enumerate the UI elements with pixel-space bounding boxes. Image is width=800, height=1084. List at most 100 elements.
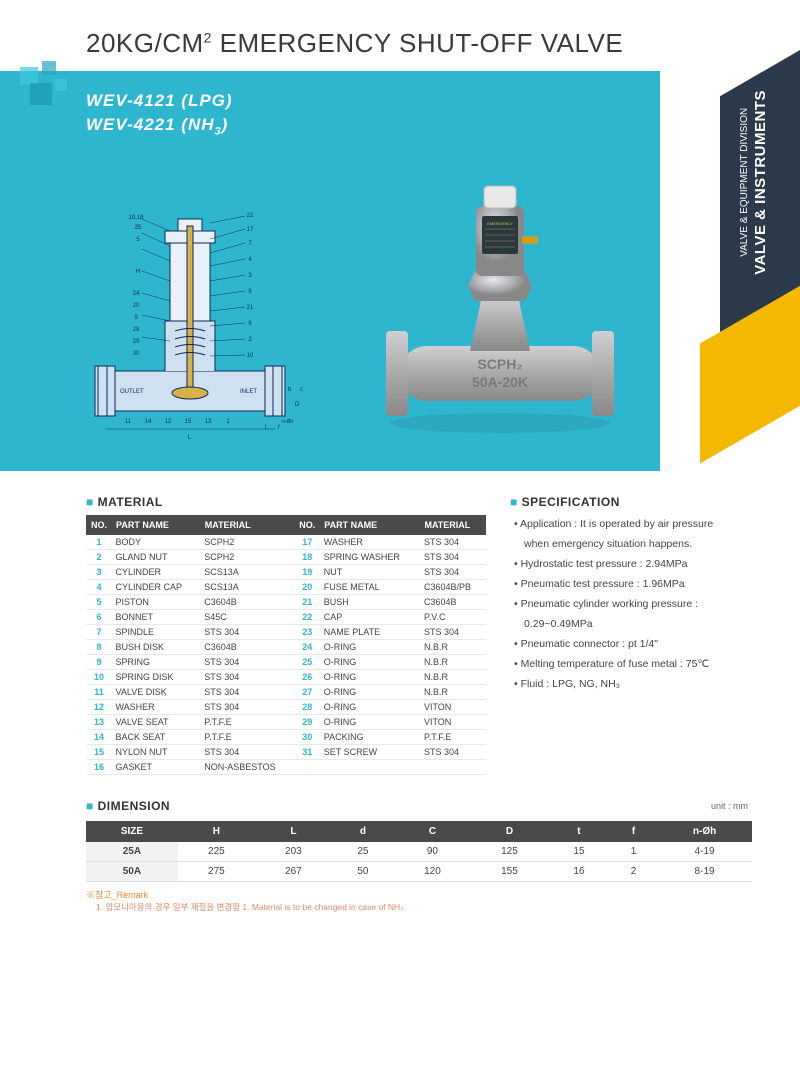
material-mat: C3604B bbox=[420, 595, 486, 610]
material-no: 14 bbox=[87, 730, 112, 745]
spec-item: when emergency situation happens. bbox=[514, 535, 752, 555]
spec-item: Application : It is operated by air pres… bbox=[514, 515, 752, 535]
material-mat: C3604B bbox=[200, 640, 294, 655]
material-mat: NON-ASBESTOS bbox=[200, 760, 294, 775]
material-no: 1 bbox=[87, 535, 112, 550]
svg-text:15: 15 bbox=[185, 419, 192, 425]
svg-text:5: 5 bbox=[136, 237, 140, 243]
material-no: 9 bbox=[87, 655, 112, 670]
material-heading: MATERIAL bbox=[86, 495, 486, 509]
svg-text:n-Øh: n-Øh bbox=[282, 419, 293, 425]
page-title: 20KG/CM2 EMERGENCY SHUT-OFF VALVE bbox=[0, 0, 800, 59]
material-mat: N.B.R bbox=[420, 655, 486, 670]
material-part: SPRING DISK bbox=[112, 670, 201, 685]
dim-cell: 50 bbox=[332, 862, 394, 882]
dim-cell: 267 bbox=[255, 862, 332, 882]
material-mat: N.B.R bbox=[420, 670, 486, 685]
material-mat: VITON bbox=[420, 700, 486, 715]
svg-text:1: 1 bbox=[226, 419, 230, 425]
svg-text:24: 24 bbox=[133, 291, 140, 297]
decorative-squares bbox=[20, 61, 70, 111]
svg-text:b: b bbox=[288, 387, 292, 393]
svg-text:22: 22 bbox=[247, 213, 254, 219]
material-no: 7 bbox=[87, 625, 112, 640]
material-no: 10 bbox=[87, 670, 112, 685]
dim-cell: 25A bbox=[86, 842, 178, 862]
dim-cell: 16 bbox=[548, 862, 610, 882]
material-mat: STS 304 bbox=[200, 655, 294, 670]
title-suffix: EMERGENCY SHUT-OFF VALVE bbox=[212, 28, 623, 58]
dim-cell: 50A bbox=[86, 862, 178, 882]
dim-cell: 4-19 bbox=[657, 842, 752, 862]
material-part: GLAND NUT bbox=[112, 550, 201, 565]
material-part: SET SCREW bbox=[320, 745, 420, 760]
svg-text:4: 4 bbox=[248, 257, 252, 263]
svg-text:H: H bbox=[136, 269, 140, 275]
material-part: CYLINDER CAP bbox=[112, 580, 201, 595]
material-part: BUSH DISK bbox=[112, 640, 201, 655]
material-part: O-RING bbox=[320, 670, 420, 685]
material-no: 3 bbox=[87, 565, 112, 580]
material-part: PISTON bbox=[112, 595, 201, 610]
material-part: WASHER bbox=[112, 700, 201, 715]
title-sup: 2 bbox=[204, 29, 212, 45]
svg-text:20: 20 bbox=[133, 303, 140, 309]
material-mat: STS 304 bbox=[200, 670, 294, 685]
hero-banner: WEV-4121 (LPG) WEV-4221 (NH3) bbox=[0, 71, 660, 471]
material-no: 30 bbox=[295, 730, 320, 745]
material-mat: P.T.F.E bbox=[200, 715, 294, 730]
svg-text:SCPH₂: SCPH₂ bbox=[477, 356, 522, 372]
material-mat: STS 304 bbox=[200, 625, 294, 640]
dimension-table: SIZEHLdCDtfn-Øh 25A22520325901251514-195… bbox=[86, 821, 752, 882]
svg-text:13: 13 bbox=[205, 419, 212, 425]
dim-cell: 15 bbox=[548, 842, 610, 862]
material-no: 18 bbox=[295, 550, 320, 565]
spec-heading: SPECIFICATION bbox=[510, 495, 752, 509]
material-part: CYLINDER bbox=[112, 565, 201, 580]
dim-cell: 1 bbox=[610, 842, 657, 862]
material-no: 5 bbox=[87, 595, 112, 610]
material-no: 25 bbox=[295, 655, 320, 670]
dim-cell: 2 bbox=[610, 862, 657, 882]
material-no: 6 bbox=[87, 610, 112, 625]
material-no: 29 bbox=[295, 715, 320, 730]
material-mat: STS 304 bbox=[420, 625, 486, 640]
material-part: SPRING WASHER bbox=[320, 550, 420, 565]
material-part bbox=[320, 760, 420, 775]
material-no: 13 bbox=[87, 715, 112, 730]
material-mat: STS 304 bbox=[200, 745, 294, 760]
spec-item: Hydrostatic test pressure : 2.94MPa bbox=[514, 555, 752, 575]
material-mat: STS 304 bbox=[420, 745, 486, 760]
svg-text:f: f bbox=[278, 425, 280, 431]
svg-text:9: 9 bbox=[134, 315, 138, 321]
material-part: NUT bbox=[320, 565, 420, 580]
material-mat: P.T.F.E bbox=[200, 730, 294, 745]
material-mat: SCPH2 bbox=[200, 535, 294, 550]
material-part: O-RING bbox=[320, 640, 420, 655]
model-nh3: WEV-4221 (NH3) bbox=[86, 113, 233, 140]
material-table: NO. PART NAME MATERIAL NO. PART NAME MAT… bbox=[86, 515, 486, 775]
material-part: FUSE METAL bbox=[320, 580, 420, 595]
material-no: 24 bbox=[295, 640, 320, 655]
svg-text:INLET: INLET bbox=[240, 389, 257, 395]
material-mat: P.V.C bbox=[420, 610, 486, 625]
material-part: BACK SEAT bbox=[112, 730, 201, 745]
spec-item: Fluid : LPG, NG, NH₃ bbox=[514, 675, 752, 695]
material-no: 12 bbox=[87, 700, 112, 715]
remark: ※참고_Remark 1. 암모니아용의 경우 일부 재질을 변경함 1. Ma… bbox=[86, 888, 752, 913]
sidebar-small-label: VALVE & EQUIPMENT DIVISION bbox=[739, 108, 750, 257]
svg-text:D: D bbox=[295, 402, 300, 408]
material-mat: N.B.R bbox=[420, 685, 486, 700]
material-no: 26 bbox=[295, 670, 320, 685]
dim-header: SIZE bbox=[86, 821, 178, 842]
material-no: 22 bbox=[295, 610, 320, 625]
svg-text:30: 30 bbox=[133, 351, 140, 357]
material-part: GASKET bbox=[112, 760, 201, 775]
svg-text:11: 11 bbox=[125, 419, 132, 425]
dim-header: H bbox=[178, 821, 255, 842]
material-part: NYLON NUT bbox=[112, 745, 201, 760]
material-part: O-RING bbox=[320, 655, 420, 670]
model-lpg: WEV-4121 (LPG) bbox=[86, 89, 233, 113]
spec-item: 0.29~0.49MPa bbox=[514, 615, 752, 635]
svg-text:OUTLET: OUTLET bbox=[120, 389, 144, 395]
